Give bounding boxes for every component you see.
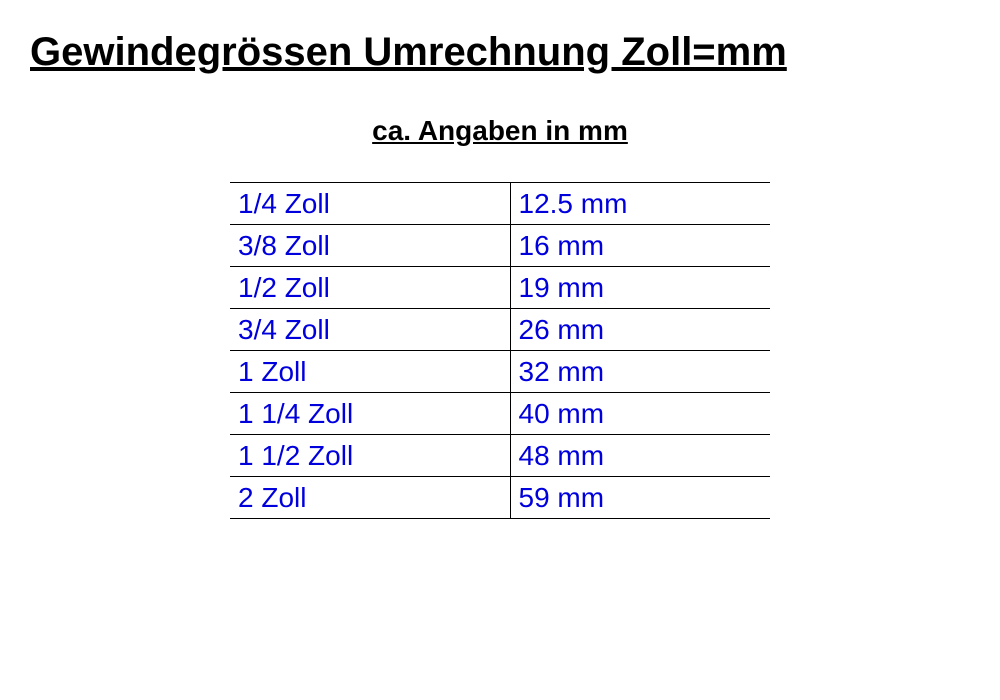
table-row: 1/4 Zoll 12.5 mm — [230, 183, 770, 225]
cell-mm: 48 mm — [510, 435, 770, 477]
page-title: Gewindegrössen Umrechnung Zoll=mm — [0, 30, 1000, 75]
cell-zoll: 3/4 Zoll — [230, 309, 510, 351]
cell-zoll: 1 1/4 Zoll — [230, 393, 510, 435]
cell-mm: 59 mm — [510, 477, 770, 519]
table-row: 1/2 Zoll 19 mm — [230, 267, 770, 309]
cell-mm: 26 mm — [510, 309, 770, 351]
cell-zoll: 2 Zoll — [230, 477, 510, 519]
table-row: 1 1/2 Zoll 48 mm — [230, 435, 770, 477]
table-container: 1/4 Zoll 12.5 mm 3/8 Zoll 16 mm 1/2 Zoll… — [0, 182, 1000, 519]
cell-mm: 19 mm — [510, 267, 770, 309]
cell-mm: 16 mm — [510, 225, 770, 267]
cell-mm: 40 mm — [510, 393, 770, 435]
cell-zoll: 1/4 Zoll — [230, 183, 510, 225]
cell-mm: 32 mm — [510, 351, 770, 393]
cell-zoll: 3/8 Zoll — [230, 225, 510, 267]
cell-mm: 12.5 mm — [510, 183, 770, 225]
table-row: 1 Zoll 32 mm — [230, 351, 770, 393]
table-row: 3/4 Zoll 26 mm — [230, 309, 770, 351]
cell-zoll: 1 1/2 Zoll — [230, 435, 510, 477]
table-row: 3/8 Zoll 16 mm — [230, 225, 770, 267]
cell-zoll: 1/2 Zoll — [230, 267, 510, 309]
table-row: 1 1/4 Zoll 40 mm — [230, 393, 770, 435]
page-subtitle: ca. Angaben in mm — [0, 115, 1000, 147]
conversion-table: 1/4 Zoll 12.5 mm 3/8 Zoll 16 mm 1/2 Zoll… — [230, 182, 770, 519]
table-row: 2 Zoll 59 mm — [230, 477, 770, 519]
cell-zoll: 1 Zoll — [230, 351, 510, 393]
